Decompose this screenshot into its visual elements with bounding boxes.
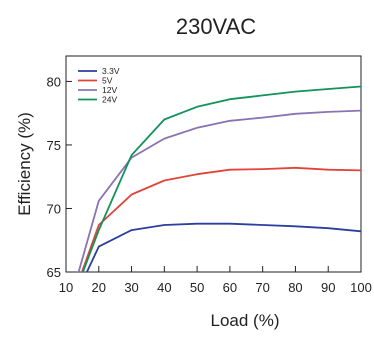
series-line-12v [77,109,361,272]
legend-label: 24V [102,95,117,105]
y-axis: 65 70 75 80 [47,74,72,280]
y-tick-label: 75 [47,138,61,153]
x-tick-label: 90 [321,280,335,295]
legend-label: 5V [102,76,113,86]
y-tick-label: 80 [47,74,61,89]
y-tick-label: 70 [47,201,61,216]
x-tick-label: 60 [223,280,237,295]
x-tick-label: 70 [255,280,269,295]
x-axis: 10 20 30 40 50 60 70 80 90 100 [59,266,372,295]
x-tick-label: 30 [124,280,138,295]
x-axis-title: Load (%) [211,311,280,330]
y-tick-label: 65 [47,265,61,280]
x-tick-label: 50 [190,280,204,295]
plot-frame [65,55,362,273]
chart-title: 230VAC [176,14,256,39]
x-tick-label: 40 [157,280,171,295]
x-tick-label: 20 [92,280,106,295]
x-tick-label: 10 [59,280,73,295]
y-axis-title: Efficiency (%) [15,112,34,216]
x-tick-label: 80 [288,280,302,295]
series-line-5v [80,166,361,272]
legend-label: 12V [102,85,117,95]
series-layer [77,85,361,272]
legend-label: 3.3V [102,66,120,76]
x-tick-label: 100 [350,280,372,295]
series-line-3-3v [85,222,361,272]
series-line-24v [81,85,361,272]
